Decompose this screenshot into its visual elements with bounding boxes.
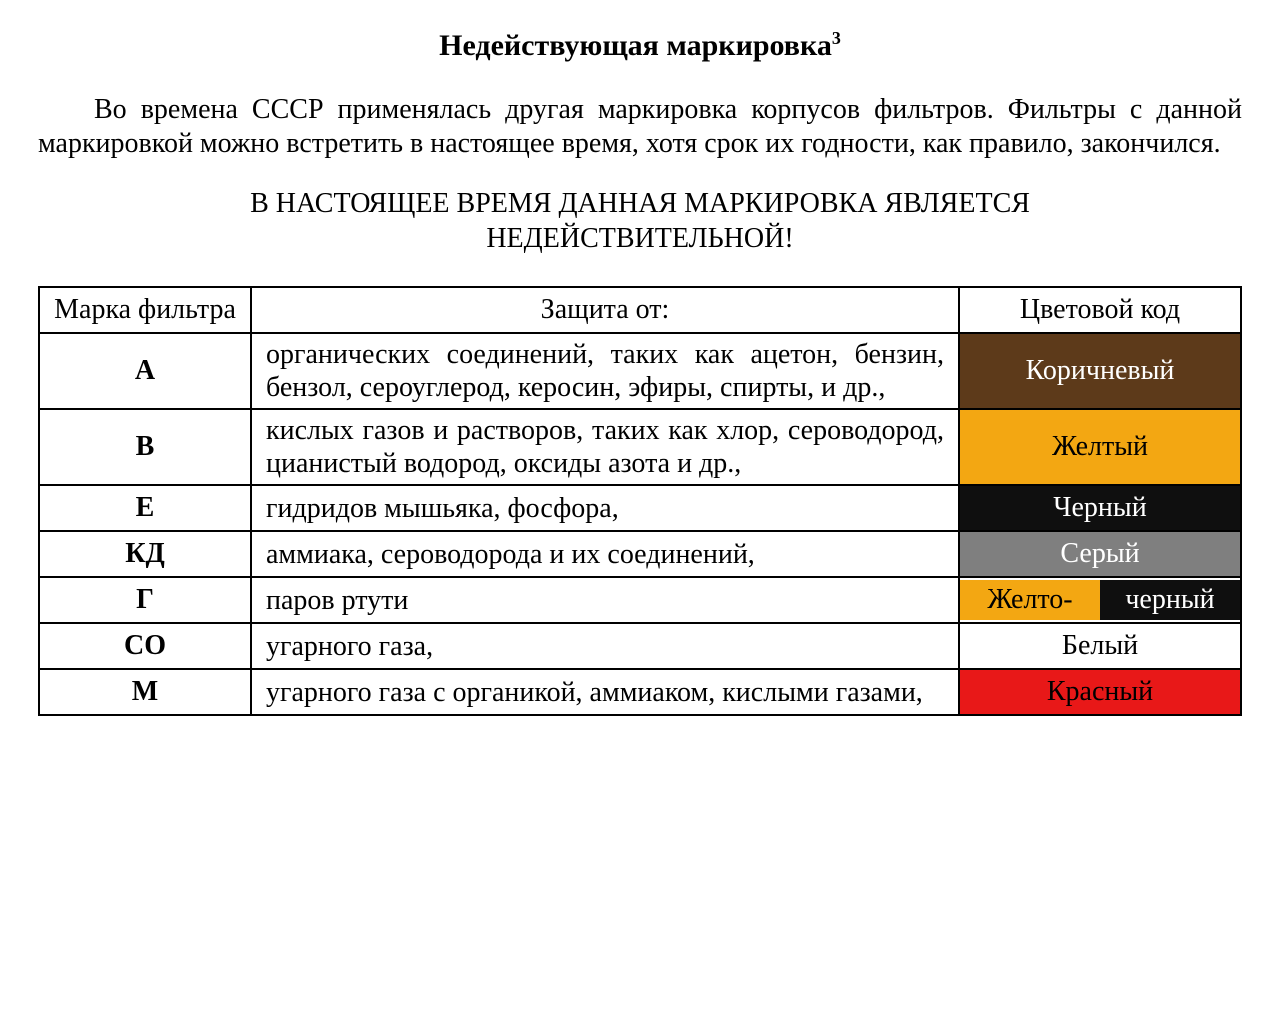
cell-mark: СО: [39, 623, 251, 669]
cell-protection: угарного газа,: [251, 623, 959, 669]
cell-mark: Г: [39, 577, 251, 623]
table-row: СОугарного газа,Белый: [39, 623, 1241, 669]
cell-protection: гидридов мышьяка, фосфора,: [251, 485, 959, 531]
color-split-left: Желто-: [960, 580, 1100, 620]
warning-line-2: НЕДЕЙСТВИТЕЛЬНОЙ!: [486, 223, 793, 254]
table-row: Мугарного газа с органикой, аммиаком, ки…: [39, 669, 1241, 715]
warning-text: В НАСТОЯЩЕЕ ВРЕМЯ ДАННАЯ МАРКИРОВКА ЯВЛЯ…: [38, 186, 1242, 256]
table-row: Аорганических соединений, таких как ацет…: [39, 333, 1241, 409]
cell-protection: аммиака, сероводорода и их соединений,: [251, 531, 959, 577]
cell-protection: угарного газа с органикой, аммиаком, кис…: [251, 669, 959, 715]
cell-color-code: Белый: [959, 623, 1241, 669]
col-header-protection: Защита от:: [251, 287, 959, 333]
color-split-container: Желто-черный: [960, 580, 1240, 620]
cell-protection: паров ртути: [251, 577, 959, 623]
title-text: Недействующая маркировка: [439, 29, 832, 62]
table-row: Егидридов мышьяка, фосфора,Черный: [39, 485, 1241, 531]
cell-mark: КД: [39, 531, 251, 577]
table-row: Вкислых газов и растворов, таких как хло…: [39, 409, 1241, 485]
cell-protection: кислых газов и растворов, таких как хлор…: [251, 409, 959, 485]
cell-color-code: Серый: [959, 531, 1241, 577]
table-body: Аорганических соединений, таких как ацет…: [39, 333, 1241, 715]
table-row: Гпаров ртутиЖелто-черный: [39, 577, 1241, 623]
cell-protection: органических соединений, таких как ацето…: [251, 333, 959, 409]
document-page: Недействующая маркировка3 Во времена ССС…: [0, 0, 1280, 756]
page-title: Недействующая маркировка3: [38, 28, 1242, 63]
cell-color-code: Красный: [959, 669, 1241, 715]
warning-line-1: В НАСТОЯЩЕЕ ВРЕМЯ ДАННАЯ МАРКИРОВКА ЯВЛЯ…: [250, 188, 1030, 219]
table-row: КДаммиака, сероводорода и их соединений,…: [39, 531, 1241, 577]
cell-color-code: Черный: [959, 485, 1241, 531]
cell-mark: Е: [39, 485, 251, 531]
title-superscript: 3: [832, 28, 841, 48]
cell-mark: В: [39, 409, 251, 485]
col-header-mark: Марка фильтра: [39, 287, 251, 333]
intro-paragraph: Во времена СССР применялась другая марки…: [38, 93, 1242, 160]
table-header-row: Марка фильтра Защита от: Цветовой код: [39, 287, 1241, 333]
cell-mark: М: [39, 669, 251, 715]
color-split-right: черный: [1100, 580, 1240, 620]
cell-color-code: Желтый: [959, 409, 1241, 485]
col-header-color: Цветовой код: [959, 287, 1241, 333]
filters-table: Марка фильтра Защита от: Цветовой код Ао…: [38, 286, 1242, 716]
cell-mark: А: [39, 333, 251, 409]
cell-color-code: Желто-черный: [959, 577, 1241, 623]
cell-color-code: Коричневый: [959, 333, 1241, 409]
